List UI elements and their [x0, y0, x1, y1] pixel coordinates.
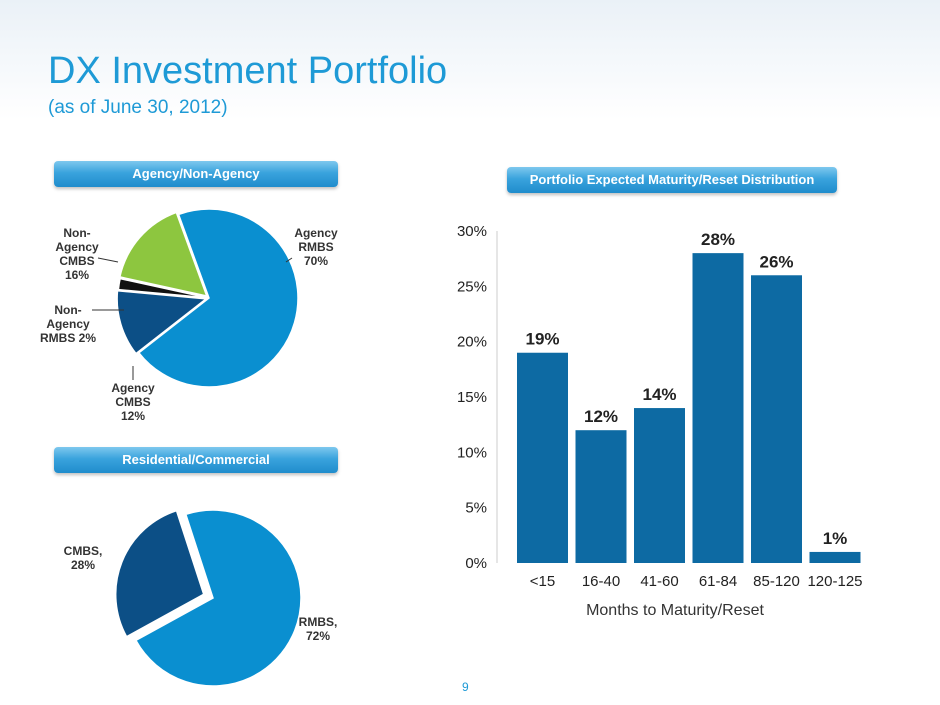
- page-number: 9: [462, 680, 469, 694]
- y-tick-label: 0%: [465, 555, 487, 572]
- y-tick-label: 15%: [457, 389, 487, 406]
- bar-value-label: 26%: [759, 252, 793, 271]
- maturity-section-header: Portfolio Expected Maturity/Reset Distri…: [507, 167, 837, 193]
- label-agency-rmbs: Agency RMBS 70%: [294, 226, 338, 268]
- x-axis-label: Months to Maturity/Reset: [586, 602, 764, 619]
- agency-pie-chart: Agency RMBS 70% Agency CMBS 12% Non-Agency RMBS…: [40, 208, 338, 423]
- label-non-agency-rmbs: Non-Agency RMBS 2%: [40, 303, 96, 345]
- bar-120-125: [809, 551, 861, 563]
- y-tick-label: 5%: [465, 500, 487, 517]
- x-tick-label: 120-125: [807, 573, 862, 590]
- residential-pie-chart: RMBS, 72% CMBS, 28%: [64, 509, 338, 687]
- slice-rmbs: [134, 509, 302, 687]
- slice-non-agency-cmbs: [118, 211, 208, 298]
- x-tick-label: <15: [530, 573, 555, 590]
- maturity-bar-chart: 0% 5% 10% 15% 20% 25% 30% 19% <15 12% 16-40 14% 41-6…: [457, 223, 863, 619]
- y-tick-label: 10%: [457, 444, 487, 461]
- leader-non-agency-cmbs: [97, 257, 119, 263]
- x-tick-label: 16-40: [582, 573, 620, 590]
- bar--15: [517, 352, 568, 563]
- bar-value-label: 14%: [642, 385, 676, 404]
- bar-85-120: [751, 275, 802, 563]
- x-tick-label: 61-84: [699, 573, 737, 590]
- bar-value-label: 28%: [701, 230, 735, 249]
- page-subtitle: (as of June 30, 2012): [48, 97, 228, 118]
- bar-value-label: 1%: [823, 529, 848, 548]
- bar-41-60: [634, 408, 685, 563]
- agency-section-header: Agency/Non-Agency: [54, 161, 338, 187]
- slice-agency-cmbs: [116, 289, 209, 355]
- leader-agency-rmbs: [285, 257, 293, 263]
- slice-agency-rmbs: [137, 208, 299, 388]
- bar-value-label: 12%: [584, 407, 618, 426]
- label-agency-cmbs: Agency CMBS 12%: [111, 381, 155, 423]
- y-tick-label: 25%: [457, 278, 487, 295]
- slice-cmbs: [114, 509, 205, 638]
- bar-16-40: [575, 430, 627, 563]
- bar-61-84: [692, 253, 744, 563]
- x-tick-label: 85-120: [753, 573, 800, 590]
- y-tick-label: 20%: [457, 334, 487, 351]
- label-rmbs: RMBS, 72%: [299, 615, 338, 643]
- bar-value-label: 19%: [525, 330, 559, 349]
- x-tick-label: 41-60: [640, 573, 678, 590]
- y-tick-label: 30%: [457, 223, 487, 240]
- residential-section-header: Residential/Commercial: [54, 447, 338, 473]
- label-cmbs: CMBS, 28%: [64, 544, 103, 572]
- label-non-agency-cmbs: Non-Agency CMBS 16%: [55, 226, 99, 282]
- page-title: DX Investment Portfolio: [48, 50, 448, 92]
- slice-non-agency-rmbs: [117, 277, 208, 299]
